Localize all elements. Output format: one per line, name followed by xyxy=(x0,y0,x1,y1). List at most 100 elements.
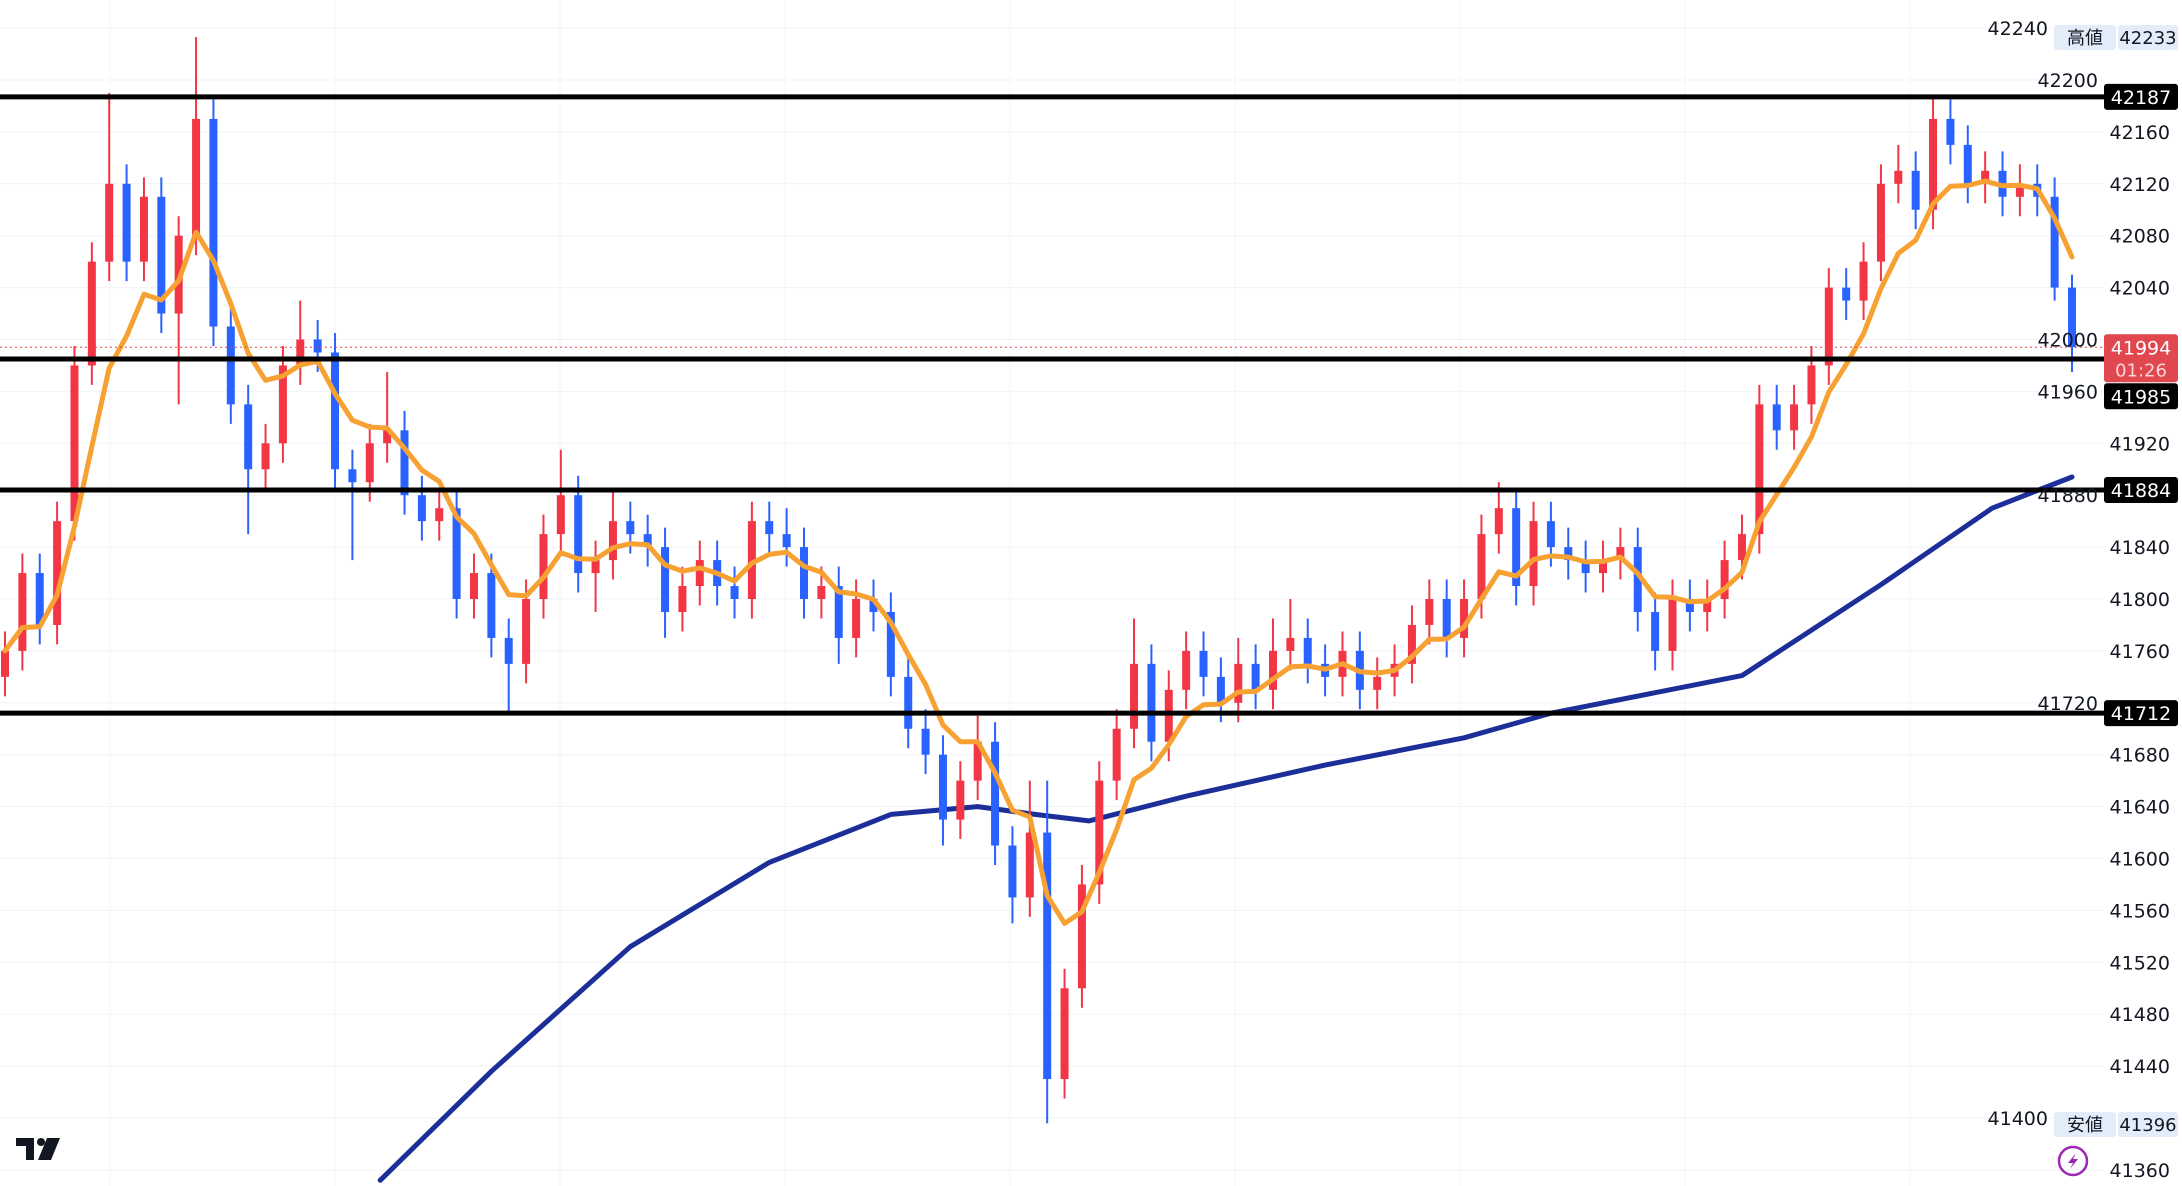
candle xyxy=(1025,780,1034,917)
candle-body xyxy=(1147,663,1156,742)
candle-body xyxy=(417,495,426,522)
candle xyxy=(244,384,253,535)
candle xyxy=(504,618,513,714)
tradingview-logo[interactable] xyxy=(16,1138,60,1160)
candle xyxy=(591,540,600,612)
candle xyxy=(608,488,617,580)
candle-body xyxy=(1130,663,1139,729)
candle xyxy=(70,345,79,541)
candle-body xyxy=(400,430,409,496)
candle-body xyxy=(122,183,131,262)
low-marker-title-bg xyxy=(2054,1112,2116,1137)
candle-body xyxy=(1824,287,1833,366)
candle-body xyxy=(1859,261,1868,301)
candle xyxy=(1911,151,1920,230)
low-marker-value: 41396 xyxy=(2119,1115,2176,1136)
candle-body xyxy=(487,573,496,638)
candle-body xyxy=(522,599,531,664)
candle-body xyxy=(53,521,62,625)
candle xyxy=(1564,527,1573,580)
level-lines-layer[interactable] xyxy=(0,94,2104,716)
candle xyxy=(209,99,218,346)
price-axis[interactable]: 41360 41400 41440 41480 41520 41560 41600 41640… xyxy=(1988,18,2170,1182)
candle xyxy=(1425,579,1434,645)
candle xyxy=(1268,618,1277,710)
candle-body xyxy=(1790,404,1799,431)
candle-body xyxy=(973,741,982,781)
candle-body xyxy=(244,404,253,470)
candle xyxy=(1685,579,1694,632)
candle xyxy=(1633,527,1642,632)
candle-body xyxy=(886,611,895,677)
candle xyxy=(1060,968,1069,1099)
candle-body xyxy=(226,326,235,405)
candle-body xyxy=(1911,170,1920,210)
candle-body xyxy=(956,780,965,820)
level-tag-text: 41884 xyxy=(2111,480,2171,502)
candle-body xyxy=(1494,508,1503,535)
candle-body xyxy=(730,586,739,599)
candle xyxy=(1616,527,1625,580)
candle-body xyxy=(991,741,1000,846)
candle-body xyxy=(1,650,9,677)
candle xyxy=(1494,482,1503,554)
candle-body xyxy=(209,118,218,327)
candle-body xyxy=(1685,599,1694,612)
candle-body xyxy=(2050,196,2059,288)
candle-body xyxy=(1599,560,1608,574)
candle-body xyxy=(348,469,357,483)
candle xyxy=(1529,501,1538,606)
candle-body xyxy=(469,573,478,599)
candle-body xyxy=(70,365,79,522)
level-tag-text: 41712 xyxy=(2111,703,2171,725)
candle-body xyxy=(1963,144,1972,184)
y-tick-label: 42160 xyxy=(2110,122,2170,144)
candle xyxy=(296,300,305,385)
candle-body xyxy=(1373,676,1382,690)
y-tick-label: 42040 xyxy=(2110,278,2170,300)
low-marker: 安値 41396 xyxy=(2054,1112,2178,1137)
high-marker: 高値 42233 xyxy=(2054,25,2178,50)
y-tick-label: 41800 xyxy=(2110,589,2170,611)
lightning-icon[interactable] xyxy=(2057,1145,2089,1177)
candle xyxy=(400,410,409,515)
candle-body xyxy=(261,443,270,470)
candle xyxy=(1651,592,1660,671)
candle-body xyxy=(1025,832,1034,898)
candle xyxy=(938,735,947,846)
candle-body xyxy=(331,352,340,470)
y-tick-label: 41920 xyxy=(2110,433,2170,455)
candle xyxy=(643,514,652,567)
candle xyxy=(869,579,878,632)
candle xyxy=(1286,599,1295,671)
candle-body xyxy=(678,586,687,612)
candle-body xyxy=(157,196,166,314)
level-price-tag: 41884 xyxy=(2104,477,2178,504)
candle-body xyxy=(1929,118,1938,210)
level-tag-bg xyxy=(2104,383,2178,410)
candle-body xyxy=(1529,521,1538,587)
candle-body xyxy=(1946,118,1955,145)
grid xyxy=(0,0,2104,1186)
y-tick-label: 41360 xyxy=(2110,1160,2170,1182)
candle-body xyxy=(1894,170,1903,184)
candle xyxy=(661,527,670,638)
candle-body xyxy=(1720,560,1729,599)
level-price-tag: 41712 xyxy=(2104,700,2178,727)
level-tag-text: 41985 xyxy=(2111,386,2171,408)
candle xyxy=(2068,274,2076,372)
candle xyxy=(383,371,392,463)
candle-body xyxy=(921,728,930,755)
candle-body xyxy=(938,754,947,820)
candle-body xyxy=(1981,170,1990,184)
candle-body xyxy=(1060,988,1069,1080)
candle xyxy=(1460,579,1469,658)
high-marker-title: 高値 xyxy=(2067,28,2103,49)
candle xyxy=(417,475,426,541)
level-tag-text: 42187 xyxy=(2111,87,2171,109)
candle-body xyxy=(18,573,27,651)
candle xyxy=(87,242,96,385)
candle xyxy=(18,553,27,671)
